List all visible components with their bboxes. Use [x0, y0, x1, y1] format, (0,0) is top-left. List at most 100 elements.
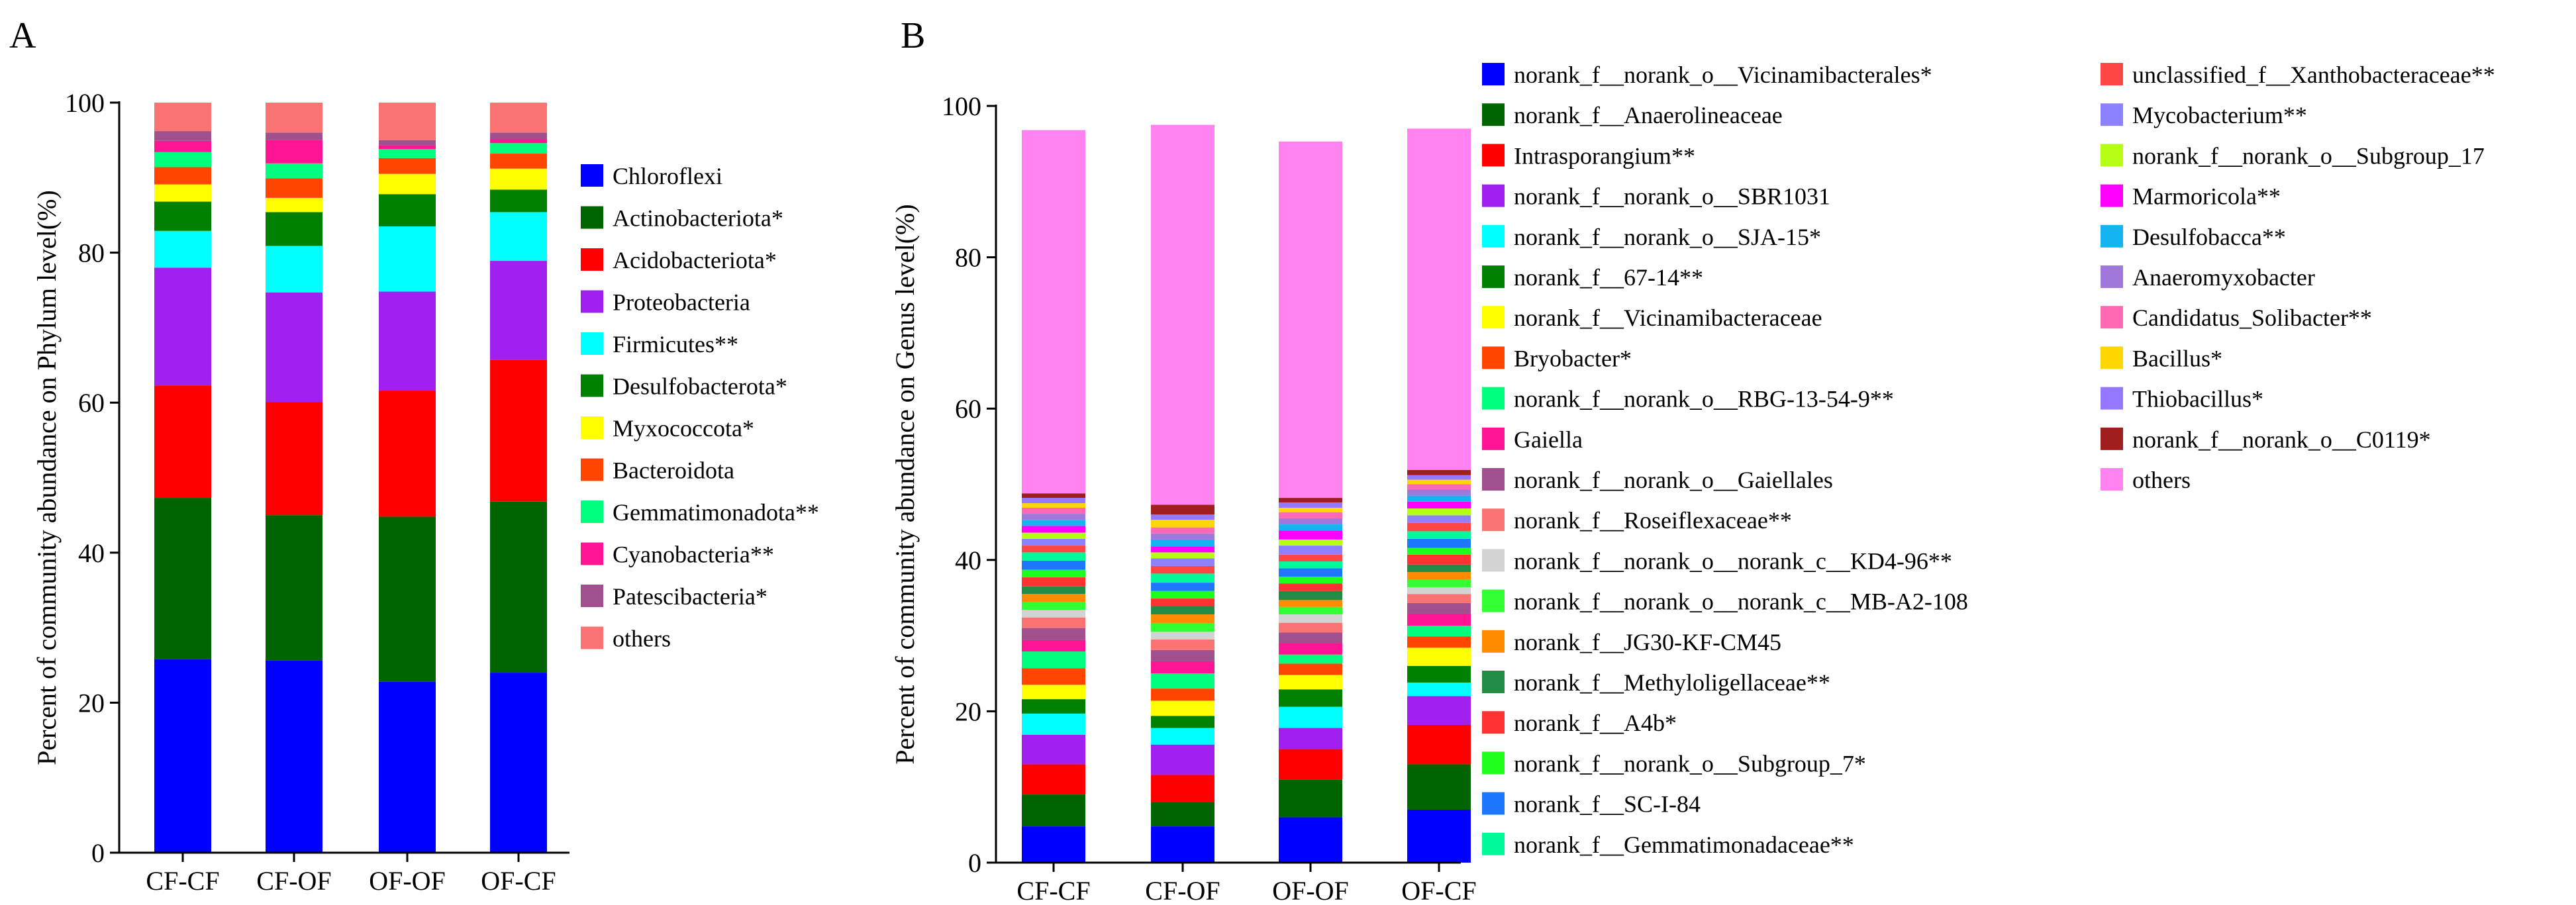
- bar-segment: [1022, 538, 1085, 546]
- bar-segment: [1151, 558, 1214, 566]
- bar-segment: [1022, 651, 1085, 669]
- legend-label: Gaiella: [1514, 426, 1583, 453]
- legend-label: Cyanobacteria**: [613, 542, 774, 568]
- bar-segment: [1279, 507, 1342, 512]
- legend-swatch: [1482, 468, 1505, 491]
- bar-segment: [379, 140, 436, 146]
- bar-segment: [1151, 565, 1214, 574]
- bar-segment: [154, 131, 211, 141]
- x-tick-label: CF-OF: [256, 866, 331, 896]
- bar-segment: [1022, 569, 1085, 578]
- bar-segment: [266, 103, 322, 133]
- bar-segment: [1407, 515, 1471, 523]
- bar-segment: [1407, 579, 1471, 587]
- y-tick-label: 60: [955, 394, 981, 424]
- bar-segment: [1279, 643, 1342, 655]
- panel-b-label: B: [901, 15, 925, 56]
- bar-segment: [490, 143, 547, 154]
- bar-segment: [1407, 479, 1471, 485]
- bar-segment: [1279, 706, 1342, 728]
- legend-swatch: [1482, 427, 1505, 450]
- legend-label: norank_f__Methyloligellaceae**: [1514, 669, 1830, 696]
- bar-segment: [1022, 668, 1085, 685]
- panel-b: B 0 20 40 60 80 100 CF-CF CF-OF OF-OF OF-CF Perce…: [890, 15, 2495, 905]
- bar-segment: [1279, 779, 1342, 818]
- bar-segment: [1022, 498, 1085, 504]
- bar-segment: [379, 194, 436, 226]
- bar-segment: [490, 103, 547, 133]
- y-tick-label: 0: [91, 838, 105, 868]
- bar-segment: [154, 385, 211, 499]
- bar-segment: [1279, 554, 1342, 562]
- legend-swatch: [2101, 184, 2123, 207]
- bar-segment: [154, 230, 211, 268]
- bar-segment: [1279, 141, 1342, 499]
- bar-segment: [1279, 689, 1342, 707]
- bar-segment: [1407, 594, 1471, 603]
- bar-segment: [1151, 623, 1214, 632]
- bar-segment: [1151, 583, 1214, 591]
- bar-segment: [1407, 475, 1471, 480]
- legend-swatch: [581, 416, 603, 439]
- bar-segment: [154, 103, 211, 132]
- bar-segment: [1022, 546, 1085, 553]
- bar-segment: [1407, 484, 1471, 490]
- bar-segment: [379, 291, 436, 391]
- bar-segment: [266, 197, 322, 213]
- legend-label: Mycobacterium**: [2132, 102, 2307, 128]
- bar-segment: [1407, 764, 1471, 810]
- bar-segment: [1407, 538, 1471, 548]
- bar-segment: [1022, 532, 1085, 539]
- legend-swatch: [1482, 751, 1505, 775]
- bar-segment: [1022, 507, 1085, 514]
- legend-swatch: [581, 248, 603, 271]
- bar-segment: [266, 140, 322, 164]
- legend-label: norank_f__Gemmatimonadaceae**: [1514, 832, 1854, 858]
- bar-segment: [1022, 617, 1085, 628]
- bar-segment: [1151, 124, 1214, 505]
- x-tick-label: CF-CF: [146, 866, 219, 896]
- legend-swatch: [1482, 144, 1505, 167]
- legend-swatch: [1482, 711, 1505, 734]
- bar-segment: [490, 139, 547, 144]
- legend-label: Bacteroidota: [613, 457, 734, 484]
- bar-segment: [1279, 546, 1342, 555]
- bar-segment: [1407, 613, 1471, 626]
- bar-segment: [379, 145, 436, 150]
- y-tick-label: 40: [78, 538, 105, 568]
- legend-label: norank_f__norank_o__norank_c__MB-A2-108: [1514, 589, 1968, 615]
- legend-label: norank_f__norank_o__SJA-15*: [1514, 224, 1821, 250]
- y-tick-label: 80: [78, 238, 105, 268]
- bar-segment: [1279, 606, 1342, 615]
- legend-label: Proteobacteria: [613, 289, 750, 316]
- x-tick-label: OF-OF: [369, 866, 446, 896]
- bar-segment: [154, 498, 211, 659]
- legend-label: Candidatus_Solibacter**: [2132, 305, 2372, 331]
- bar-segment: [1022, 493, 1085, 499]
- bar-segment: [1022, 526, 1085, 533]
- bar-segment: [379, 158, 436, 174]
- bar-segment: [1279, 576, 1342, 584]
- x-tick-label: OF-CF: [1401, 876, 1476, 905]
- bar-segment: [1022, 640, 1085, 652]
- x-tick-label: CF-CF: [1016, 876, 1090, 905]
- bar-segment: [490, 189, 547, 213]
- bar-segment: [1407, 489, 1471, 496]
- bar-segment: [1151, 514, 1214, 520]
- bar-segment: [379, 516, 436, 682]
- bar-segment: [379, 103, 436, 140]
- legend-label: Bryobacter*: [1514, 345, 1632, 371]
- bar-segment: [266, 292, 322, 403]
- bar-segment: [1022, 713, 1085, 735]
- bar-segment: [1151, 533, 1214, 540]
- bar-segment: [154, 167, 211, 185]
- bar-segment: [1151, 673, 1214, 689]
- bar-segment: [1279, 614, 1342, 623]
- bar-segment: [154, 184, 211, 202]
- legend-swatch: [1482, 265, 1505, 288]
- legend-label: Marmoricola**: [2132, 183, 2281, 210]
- bar-segment: [490, 673, 547, 853]
- legend-label: others: [2132, 467, 2191, 493]
- legend-swatch: [2101, 144, 2123, 167]
- legend-swatch: [2101, 224, 2123, 248]
